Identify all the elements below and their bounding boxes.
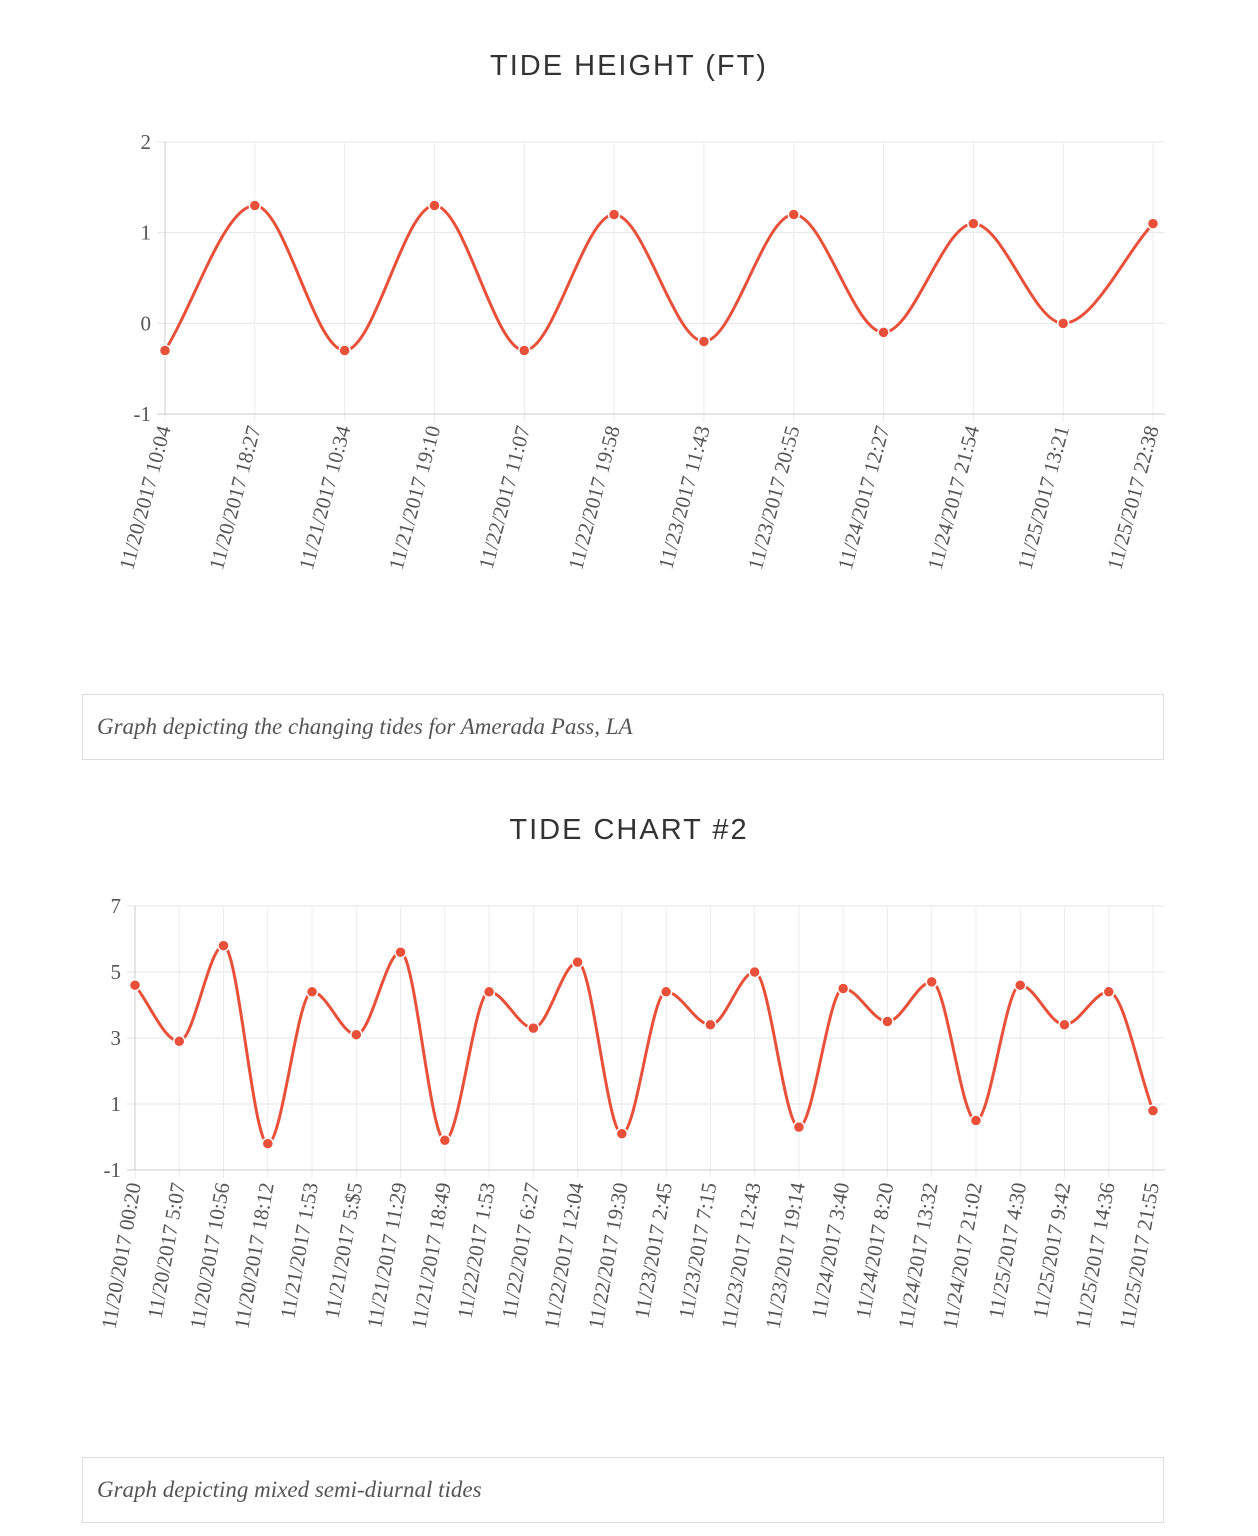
chart1-ytick-label: 1 (141, 221, 152, 245)
chart2-xtick-label: 11/23/2017 19:14 (761, 1180, 810, 1330)
chart1-data-point[interactable] (248, 199, 262, 212)
chart2-xtick-label: 11/21/2017 18:49 (406, 1181, 455, 1331)
chart2-xtick-label: 11/25/2017 21:55 (1115, 1181, 1164, 1331)
chart2-ytick-label: 5 (111, 960, 122, 984)
chart1-xtick-label: 11/25/2017 22:38 (1102, 423, 1163, 572)
chart2-xtick-label: 11/23/2017 2:45 (630, 1181, 678, 1321)
chart2-ytick-label: 3 (111, 1026, 122, 1050)
chart2-data-point[interactable] (261, 1137, 275, 1150)
chart2-caption: Graph depicting mixed semi-diurnal tides (82, 1457, 1164, 1523)
chart2-data-point[interactable] (836, 982, 850, 995)
chart1-xtick-label: 11/21/2017 10:34 (294, 423, 356, 573)
chart1-xtick-label: 11/25/2017 13:21 (1013, 423, 1074, 572)
chart1-ytick-label: 2 (141, 130, 152, 154)
chart2-data-point[interactable] (615, 1127, 629, 1140)
chart2-xtick-label: 11/24/2017 13:32 (893, 1181, 942, 1331)
chart2-data-point[interactable] (925, 975, 938, 989)
chart2-xtick-label: 11/24/2017 3:40 (807, 1181, 855, 1321)
chart2-data-point[interactable] (1146, 1104, 1160, 1117)
chart2-data-point[interactable] (969, 1114, 983, 1127)
chart1-title: TIDE HEIGHT (FT) (490, 50, 768, 82)
chart2-xtick-label: 11/20/2017 18:12 (229, 1181, 278, 1331)
chart1-data-point[interactable] (338, 344, 351, 357)
chart1-data-point[interactable] (787, 208, 800, 221)
chart2-xtick-label: 11/23/2017 12:43 (716, 1181, 765, 1331)
chart2-data-point[interactable] (394, 945, 407, 959)
chart2-data-point[interactable] (1058, 1018, 1071, 1032)
chart1-xtick-label: 11/20/2017 10:04 (114, 423, 176, 573)
chart2-data-point[interactable] (659, 985, 673, 999)
chart1-data-point[interactable] (158, 344, 172, 357)
chart2-data-point[interactable] (748, 965, 761, 979)
chart1-series-line (163, 203, 1155, 353)
chart2-data-point[interactable] (350, 1028, 363, 1041)
chart2-xtick-label: 11/25/2017 14:36 (1070, 1181, 1119, 1331)
chart2-data-point[interactable] (438, 1134, 452, 1147)
chart1-data-point[interactable] (697, 335, 711, 348)
chart1-ytick-label: -1 (134, 402, 152, 426)
chart2-xtick-label: 11/21/2017 1:53 (275, 1181, 323, 1321)
chart2-ytick-label: -1 (104, 1158, 122, 1182)
chart1-caption: Graph depicting the changing tides for A… (82, 694, 1164, 760)
chart1-data-point[interactable] (967, 217, 980, 230)
chart2-xtick-label: 11/22/2017 6:27 (497, 1181, 545, 1321)
chart2-xtick-label: 11/25/2017 4:30 (984, 1181, 1032, 1321)
chart2-data-point[interactable] (881, 1015, 894, 1028)
chart2-xtick-label: 11/21/2017 5:$5 (320, 1181, 368, 1321)
chart2-data-point[interactable] (217, 939, 230, 952)
chart1-data-point[interactable] (607, 208, 621, 221)
chart2-xtick-label: 11/22/2017 1:53 (453, 1181, 501, 1321)
chart1-xtick-label: 11/24/2017 12:27 (833, 423, 894, 572)
chart2-data-point[interactable] (571, 955, 584, 969)
chart1-xtick-label: 11/21/2017 19:10 (384, 423, 445, 572)
chart2-xtick-label: 11/20/2017 00:20 (97, 1181, 146, 1331)
chart2-xtick-label: 11/24/2017 21:02 (938, 1181, 987, 1331)
chart1-ytick-label: 0 (141, 311, 152, 335)
chart1-data-point[interactable] (1056, 317, 1070, 330)
chart1-data-point[interactable] (428, 199, 441, 212)
chart2-series-line (133, 944, 1155, 1146)
chart2-data-point[interactable] (1102, 985, 1115, 999)
chart1-data-point[interactable] (1146, 217, 1160, 230)
chart2-xtick-label: 11/20/2017 5:07 (143, 1181, 191, 1321)
chart2-ytick-label: 7 (111, 894, 122, 918)
chart2-data-point[interactable] (305, 985, 319, 999)
chart1-data-point[interactable] (518, 344, 531, 357)
chart1-xtick-label: 11/24/2017 21:54 (923, 423, 985, 573)
chart2-xtick-label: 11/24/2017 8:20 (851, 1181, 899, 1321)
chart2-xtick-label: 11/20/2017 10:56 (185, 1181, 234, 1331)
chart2-data-point[interactable] (128, 978, 142, 992)
chart2-title: TIDE CHART #2 (509, 814, 749, 846)
chart2-data-point[interactable] (482, 985, 496, 999)
chart1-data-point[interactable] (877, 326, 890, 339)
chart2-xtick-label: 11/23/2017 7:15 (674, 1181, 722, 1321)
chart2-xtick-label: 11/22/2017 12:04 (539, 1180, 588, 1330)
chart1-xtick-label: 11/23/2017 11:43 (653, 423, 714, 571)
chart2-data-point[interactable] (792, 1120, 806, 1134)
chart2-xtick-label: 11/22/2017 19:30 (583, 1181, 632, 1331)
tide-height-chart: 2 1 0 -111/20/2017 10:04 11/20/2017 18:27 11/… (114, 130, 1165, 573)
chart2-xtick-label: 11/21/2017 11:29 (362, 1181, 411, 1330)
chart2-ytick-label: 1 (111, 1092, 122, 1116)
chart2-data-point[interactable] (704, 1018, 717, 1032)
chart1-xtick-label: 11/22/2017 19:58 (563, 423, 624, 572)
chart2-data-point[interactable] (173, 1035, 186, 1048)
chart1-xtick-label: 11/20/2017 18:27 (204, 423, 265, 572)
chart2-data-point[interactable] (527, 1021, 540, 1035)
chart2-data-point[interactable] (1013, 978, 1027, 992)
chart1-xtick-label: 11/22/2017 11:07 (474, 423, 535, 571)
chart1-xtick-label: 11/23/2017 20:55 (743, 423, 804, 572)
chart2-xtick-label: 11/25/2017 9:42 (1028, 1181, 1076, 1321)
